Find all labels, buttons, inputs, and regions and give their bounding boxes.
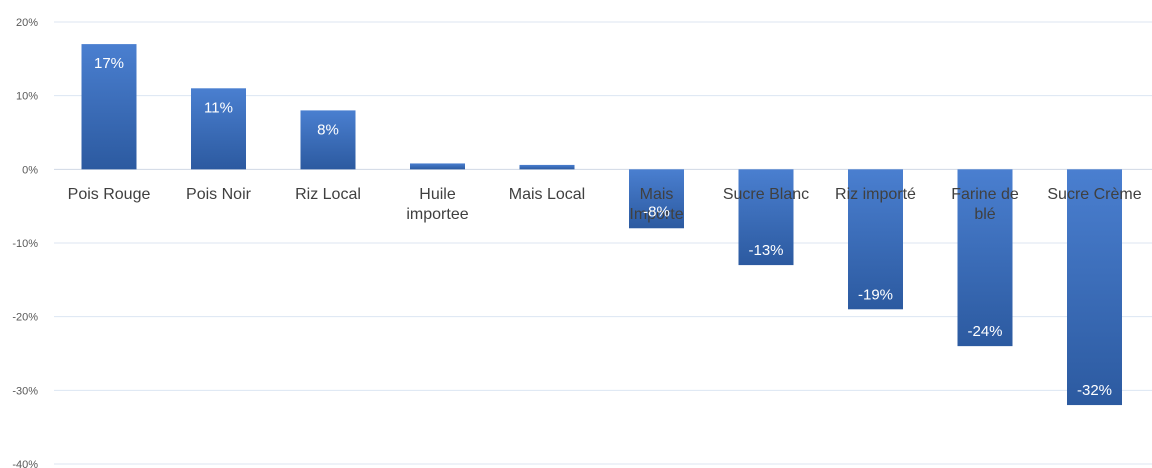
y-tick-label: 10%: [16, 91, 38, 103]
category-label: Riz Local: [295, 186, 361, 203]
y-tick-label: -10%: [12, 238, 38, 250]
y-tick-label: -30%: [12, 385, 38, 397]
bar: [191, 88, 246, 170]
data-label: -24%: [967, 323, 1002, 340]
category-label: Mais Local: [509, 186, 585, 203]
category-label: Riz importé: [835, 186, 916, 203]
category-label: Importe: [629, 206, 683, 223]
y-tick-label: -20%: [12, 312, 38, 324]
data-label: -19%: [858, 286, 893, 303]
category-label: Pois Noir: [186, 186, 252, 203]
y-tick-label: 20%: [16, 17, 38, 29]
category-label: Huile: [419, 186, 456, 203]
bar: [738, 169, 794, 266]
category-label: Pois Rouge: [68, 186, 151, 203]
bar: [410, 163, 465, 170]
category-label: Mais: [640, 186, 674, 203]
data-label: 17%: [94, 55, 124, 72]
category-label: importee: [406, 206, 468, 223]
y-tick-label: -40%: [12, 459, 38, 468]
bar: [629, 169, 684, 229]
data-labels: 17% 11% 8% -8% -13% -19% -24% -32%: [94, 55, 1112, 399]
bar: [300, 110, 356, 170]
category-label: Sucre Crème: [1047, 186, 1141, 203]
category-label: Sucre Blanc: [723, 186, 809, 203]
category-label: Farine de: [951, 186, 1019, 203]
bars: [81, 44, 1122, 406]
bar: [81, 44, 137, 170]
bar: [1067, 169, 1122, 406]
y-tick-label: 0%: [22, 164, 38, 176]
data-label: -13%: [748, 242, 783, 259]
data-label: 8%: [317, 121, 339, 138]
data-label: -8%: [643, 203, 670, 220]
bar: [957, 169, 1013, 347]
y-axis-ticks: 20% 10% 0% -10% -20% -30% -40%: [12, 17, 38, 468]
category-labels: Pois Rouge Pois Noir Riz Local Huile importe…: [68, 186, 1142, 223]
bar: [848, 169, 903, 310]
bar: [519, 164, 575, 170]
category-label: blé: [974, 206, 995, 223]
data-label: -32%: [1077, 382, 1112, 399]
data-label: 11%: [204, 99, 233, 116]
